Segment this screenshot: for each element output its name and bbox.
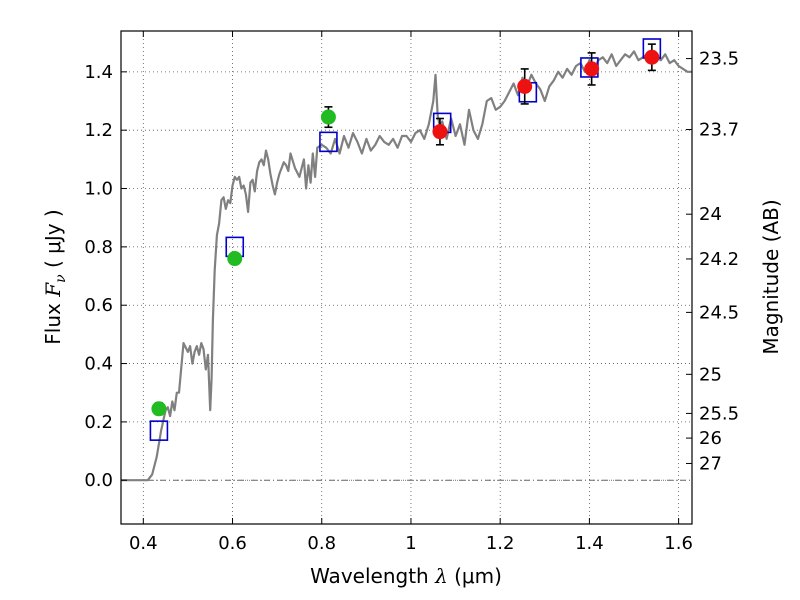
- y-tick-label: 1.4: [84, 62, 113, 83]
- y2-axis-label: Magnitude (AB): [759, 199, 783, 354]
- x-axis-label: Wavelength λ (μm): [310, 564, 502, 588]
- y-axis-label-unit: ( μJy ): [41, 209, 65, 274]
- y2-tick-label: 25.5: [699, 403, 739, 424]
- y-tick-label: 0.4: [84, 354, 113, 375]
- spectrum-series: [121, 50, 692, 482]
- y2-tick-label: 23.5: [699, 49, 739, 70]
- x-tick-label: 0.6: [218, 533, 247, 554]
- y2-tick-label: 27: [699, 453, 722, 474]
- x-tick-label: 1: [405, 533, 416, 554]
- green-data-point: [151, 401, 167, 417]
- photometry-points: [151, 49, 660, 417]
- y-axis-label-subscript: ν: [53, 274, 69, 283]
- red-data-point: [584, 61, 600, 77]
- x-tick-label: 0.8: [307, 533, 336, 554]
- plot-background: [121, 31, 692, 524]
- model-box: [149, 420, 169, 441]
- green-data-point: [320, 109, 336, 125]
- y-tick-label: 1.2: [84, 120, 113, 141]
- y2-tick-label: 24.5: [699, 302, 739, 323]
- y-axis-label-symbol: F: [41, 282, 65, 298]
- red-data-point: [517, 78, 533, 94]
- model-box: [319, 131, 338, 153]
- x-axis-label-prefix: Wavelength: [310, 564, 435, 588]
- y2-tick-label: 23.7: [699, 120, 739, 141]
- green-data-point: [227, 251, 243, 267]
- axis-ticks: 0.4 0.6 0.8 1 1.2 1.4 1.6 0.0 0.2 0.4 0.6 0.8 1.0 1.2…: [84, 31, 739, 554]
- x-tick-label: 1.2: [486, 533, 515, 554]
- x-axis-label-symbol: λ: [434, 564, 448, 588]
- y-tick-label: 0.2: [84, 412, 113, 433]
- y-tick-label: 0.8: [84, 237, 113, 258]
- y-axis-label-prefix: Flux: [41, 297, 65, 345]
- y-tick-label: 0.6: [84, 295, 113, 316]
- red-data-point: [432, 124, 448, 140]
- y2-tick-label: 26: [699, 428, 722, 449]
- x-axis-label-unit: (μm): [448, 564, 502, 588]
- spectrum-line: [121, 50, 692, 482]
- plot-frame: [120, 30, 693, 525]
- red-data-point: [644, 49, 660, 65]
- y2-tick-label: 25: [699, 364, 722, 385]
- y2-tick-label: 24: [699, 204, 722, 225]
- x-tick-label: 1.6: [664, 533, 693, 554]
- x-tick-label: 1.4: [575, 533, 604, 554]
- y-tick-label: 0.0: [84, 470, 113, 491]
- y2-tick-label: 24.2: [699, 249, 739, 270]
- x-tick-label: 0.4: [129, 533, 158, 554]
- y-tick-label: 1.0: [84, 179, 113, 200]
- y-axis-label: Flux Fν ( μJy ): [41, 209, 69, 344]
